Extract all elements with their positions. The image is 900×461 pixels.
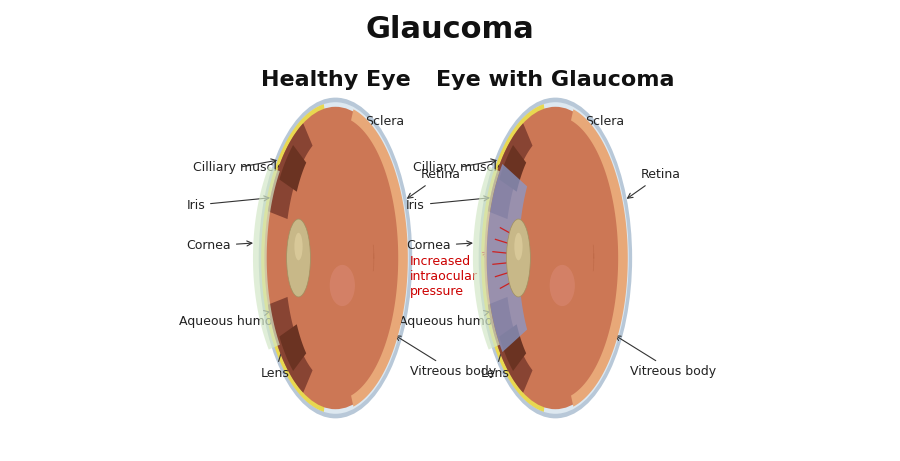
Polygon shape <box>488 123 533 219</box>
Text: Cilliary muscle: Cilliary muscle <box>194 159 285 174</box>
Text: Lens: Lens <box>261 307 295 380</box>
Text: Lens: Lens <box>481 307 516 380</box>
Text: Retina: Retina <box>627 168 680 198</box>
Ellipse shape <box>258 98 412 419</box>
Ellipse shape <box>265 107 407 409</box>
Text: Eye with Glaucoma: Eye with Glaucoma <box>436 70 675 90</box>
Ellipse shape <box>484 107 626 409</box>
Polygon shape <box>482 104 545 412</box>
Ellipse shape <box>262 102 409 414</box>
Polygon shape <box>279 324 306 371</box>
Ellipse shape <box>514 233 523 260</box>
Text: Glaucoma: Glaucoma <box>365 15 535 44</box>
Polygon shape <box>472 166 500 349</box>
Polygon shape <box>279 145 306 192</box>
Polygon shape <box>268 297 312 393</box>
Text: Retina: Retina <box>408 168 461 198</box>
Text: Sclera: Sclera <box>568 115 625 142</box>
Text: Sclera: Sclera <box>348 115 404 142</box>
Polygon shape <box>487 164 527 352</box>
Text: Healthy Eye: Healthy Eye <box>261 70 410 90</box>
Polygon shape <box>571 109 628 407</box>
Ellipse shape <box>507 219 530 297</box>
Ellipse shape <box>479 98 632 419</box>
Polygon shape <box>253 166 280 349</box>
Polygon shape <box>488 297 533 393</box>
Polygon shape <box>500 145 526 192</box>
Text: Aqueous humor: Aqueous humor <box>399 311 498 328</box>
Text: Iris: Iris <box>406 196 489 212</box>
Text: Aqueous humor: Aqueous humor <box>179 311 278 328</box>
Text: Iris: Iris <box>186 196 269 212</box>
Ellipse shape <box>482 102 629 414</box>
Ellipse shape <box>329 265 355 306</box>
Ellipse shape <box>550 265 575 306</box>
Polygon shape <box>500 324 526 371</box>
Polygon shape <box>351 109 408 407</box>
Text: Vitreous body: Vitreous body <box>396 336 496 378</box>
Text: Vitreous body: Vitreous body <box>616 336 716 378</box>
Ellipse shape <box>286 219 310 297</box>
Polygon shape <box>261 104 325 412</box>
Text: Cornea: Cornea <box>406 239 472 252</box>
Ellipse shape <box>294 233 302 260</box>
Text: Cilliary muscle: Cilliary muscle <box>413 159 505 174</box>
Polygon shape <box>268 123 312 219</box>
Text: Cornea: Cornea <box>186 239 252 252</box>
Text: Increased
intraocular
pressure: Increased intraocular pressure <box>410 252 488 298</box>
